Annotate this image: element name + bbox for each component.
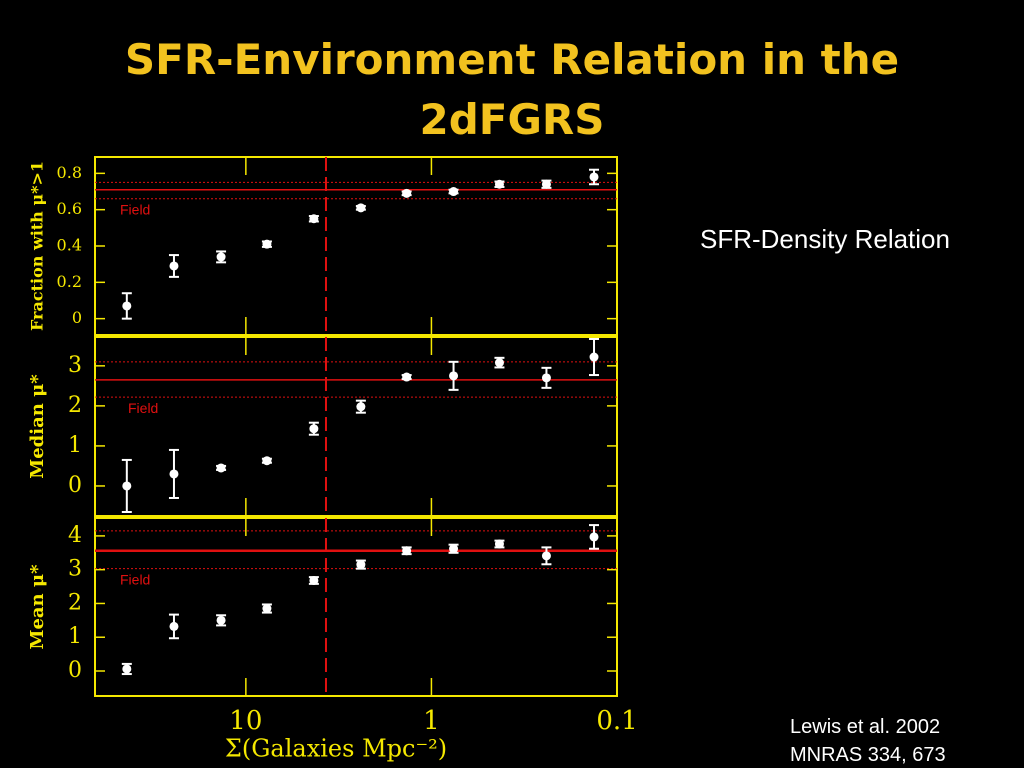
data-point [356,203,366,213]
y-tick-label: 1 [68,433,82,458]
data-point [216,463,226,473]
y-tick-label: 0.2 [57,272,82,291]
plot-frame [94,156,618,336]
data-point [541,179,551,189]
y-tick-label: 0.6 [57,199,82,218]
data-point [494,539,504,549]
data-point [541,373,551,383]
y-tick-label: 2 [68,393,82,418]
y-tick-label: 0.8 [57,163,82,182]
data-point [216,615,226,625]
data-point [541,551,551,561]
x-tick-label: 10 [229,706,262,736]
y-axis-label: Median μ* [27,374,48,479]
data-point [449,544,459,554]
data-point [309,424,319,434]
data-point [216,252,226,262]
x-tick-label: 0.1 [596,706,637,736]
y-tick-label: 0.4 [57,236,82,255]
data-point [122,481,132,491]
data-point [449,187,459,197]
citation: MNRAS 334, 673 [790,744,946,766]
data-point [262,456,272,466]
data-point [356,560,366,570]
plot-frame [94,336,618,517]
data-point [402,188,412,198]
data-point [402,546,412,556]
data-point [169,621,179,631]
citation: Lewis et al. 2002 [790,716,941,738]
data-point [449,371,459,381]
reference-label: Field [120,571,150,587]
data-point [356,402,366,412]
y-tick-label: 2 [68,590,82,615]
data-point [262,239,272,249]
data-point [122,664,132,674]
y-axis-label: Mean μ* [27,564,48,650]
y-tick-label: 3 [68,353,82,378]
y-tick-label: 1 [68,624,82,649]
data-point [589,172,599,182]
side-label: SFR-Density Relation [700,224,950,254]
y-tick-label: 3 [68,557,82,582]
data-point [169,469,179,479]
y-tick-label: 0 [68,658,82,683]
data-point [494,179,504,189]
y-axis-label: Fraction with μ*>1 [28,161,47,331]
data-point [262,604,272,614]
plot-frame [94,517,618,697]
reference-label: Field [120,201,150,217]
x-tick-label: 1 [423,706,440,736]
y-tick-label: 4 [68,523,82,548]
data-point [402,372,412,382]
data-point [309,575,319,585]
y-tick-label: 0 [72,308,82,327]
data-point [494,358,504,368]
data-point [169,261,179,271]
data-point [122,301,132,311]
x-axis-label: Σ(Galaxies Mpc⁻²) [225,735,447,763]
data-point [309,214,319,224]
reference-label: Field [128,400,158,416]
data-point [589,352,599,362]
slide-title: SFR-Environment Relation in the 2dFGRS [124,35,900,144]
data-point [589,532,599,542]
y-tick-label: 0 [68,473,82,498]
